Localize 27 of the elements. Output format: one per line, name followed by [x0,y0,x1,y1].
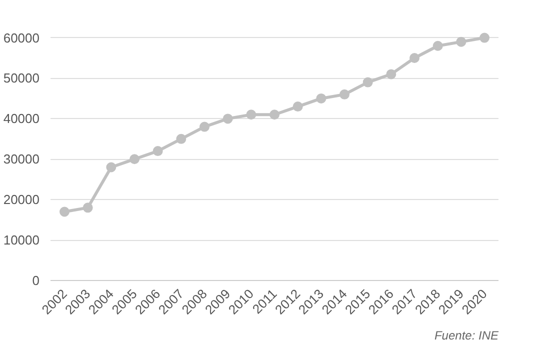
point [176,134,186,144]
point [480,32,490,43]
y-tick-label: 10000 [3,232,40,248]
point [432,40,443,51]
point [410,53,420,63]
point [386,69,396,80]
point [246,110,256,120]
point [292,102,303,112]
point [222,114,233,124]
source-note: Fuente: INE [434,328,500,342]
point [200,122,210,132]
y-tick-label: 30000 [3,152,40,167]
point [152,146,163,156]
point [106,162,116,172]
y-tick-label: 60000 [3,30,40,46]
point [456,36,466,47]
point [316,93,326,104]
y-tick-label: 40000 [3,111,40,126]
point [270,110,280,120]
y-tick-label: 20000 [3,192,40,208]
point [60,206,70,217]
y-tick-label: 50000 [3,70,40,86]
y-tick-label: 0 [32,273,40,288]
point [362,77,373,88]
point [130,154,140,164]
point [82,202,93,213]
point [340,89,350,100]
